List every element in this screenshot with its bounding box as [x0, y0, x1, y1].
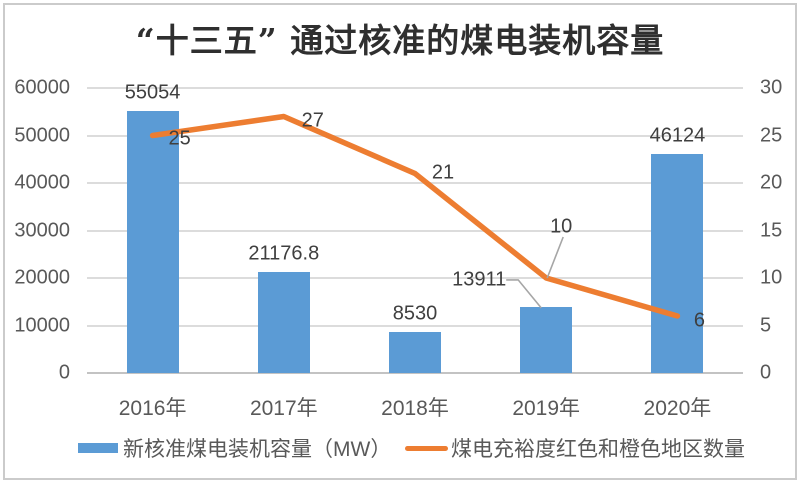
right-axis-tick: 0 — [760, 361, 772, 384]
bar-2018年 — [389, 332, 441, 373]
x-axis-label: 2018年 — [381, 397, 449, 420]
x-axis-line — [87, 372, 743, 374]
bar-value-label: 46124 — [649, 124, 706, 147]
line-series-legend-label: 煤电充裕度红色和橙色地区数量 — [451, 438, 745, 461]
line-value-label: 21 — [431, 161, 455, 183]
legend-item-bar-series: 新核准煤电装机容量（MW） — [78, 436, 392, 461]
line-series-swatch — [405, 445, 448, 451]
gridline — [87, 229, 743, 232]
bar-2017年 — [257, 272, 310, 373]
left-axis-tick: 50000 — [14, 124, 70, 146]
left-axis-tick: 60000 — [14, 76, 70, 99]
gridline — [87, 277, 743, 279]
right-axis-tick: 20 — [760, 171, 783, 194]
left-axis-tick: 10000 — [14, 314, 70, 336]
x-axis-label: 2016年 — [118, 397, 187, 420]
left-axis-tick: 0 — [58, 361, 70, 384]
label-leader-line — [506, 279, 542, 309]
line-value-label: 10 — [550, 215, 573, 238]
bar-series-swatch — [78, 443, 118, 453]
bar-2016年 — [126, 111, 179, 373]
line-value-label: 27 — [301, 109, 324, 131]
right-axis-tick: 5 — [760, 314, 772, 336]
plot-area: 55054 21176.8 8530 13911 46124 25 27 21 10 6 — [87, 82, 743, 374]
bar-2019年 — [520, 306, 573, 373]
x-axis-label: 2019年 — [512, 397, 581, 420]
bar-value-label: 55054 — [124, 81, 181, 104]
line-series — [149, 113, 681, 319]
legend-item-line-series: 煤电充裕度红色和橙色地区数量 — [405, 436, 745, 461]
x-axis-label: 2020年 — [643, 397, 712, 420]
bar-series-legend-label: 新核准煤电装机容量（MW） — [123, 438, 392, 461]
right-axis-tick: 15 — [760, 219, 783, 241]
right-axis-tick: 30 — [760, 76, 783, 99]
chart-title: “十三五” 通过核准的煤电装机容量 — [135, 21, 665, 60]
x-axis-label: 2017年 — [249, 397, 318, 420]
gridline — [87, 182, 743, 184]
right-axis-tick: 25 — [760, 124, 783, 146]
bar-value-label: 21176.8 — [248, 242, 320, 265]
gridline — [87, 324, 743, 327]
label-leader-line — [546, 236, 564, 279]
bar-value-label: 8530 — [392, 302, 438, 325]
line-value-label: 6 — [693, 309, 705, 332]
left-axis-tick: 40000 — [14, 171, 70, 194]
left-axis-tick: 20000 — [14, 266, 70, 289]
bar-value-label: 13911 — [452, 268, 507, 291]
right-axis-tick: 10 — [760, 266, 783, 289]
bar-2020年 — [651, 153, 704, 373]
gridline — [87, 87, 743, 89]
left-axis-tick: 30000 — [14, 219, 70, 241]
line-value-label: 25 — [168, 127, 191, 149]
